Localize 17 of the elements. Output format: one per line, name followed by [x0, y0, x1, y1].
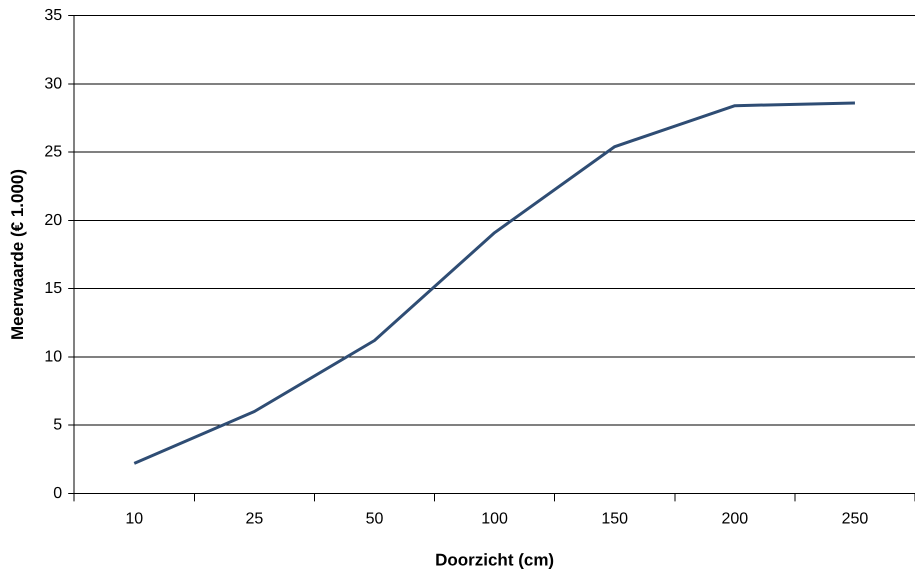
y-tick-label: 35: [44, 7, 62, 24]
y-tick-label: 5: [53, 416, 62, 434]
y-tick-label: 30: [44, 75, 62, 92]
x-axis-title: Doorzicht (cm): [435, 550, 554, 570]
x-tick-label: 25: [245, 510, 264, 528]
x-tick-label: 250: [842, 510, 868, 528]
y-tick-label: 10: [44, 348, 62, 366]
x-tick-label: 150: [601, 510, 628, 528]
y-tick-label: 20: [44, 212, 62, 229]
x-tick-label: 50: [366, 510, 384, 528]
y-tick-label: 15: [44, 280, 62, 298]
y-tick-label: 0: [53, 484, 62, 502]
y-axis-title: Meerwaarde (€ 1.000): [8, 168, 27, 340]
x-tick-label: 100: [481, 510, 508, 528]
x-tick-label: 200: [721, 510, 748, 528]
x-tick-label: 10: [125, 510, 144, 528]
y-tick-label: 25: [44, 144, 62, 161]
